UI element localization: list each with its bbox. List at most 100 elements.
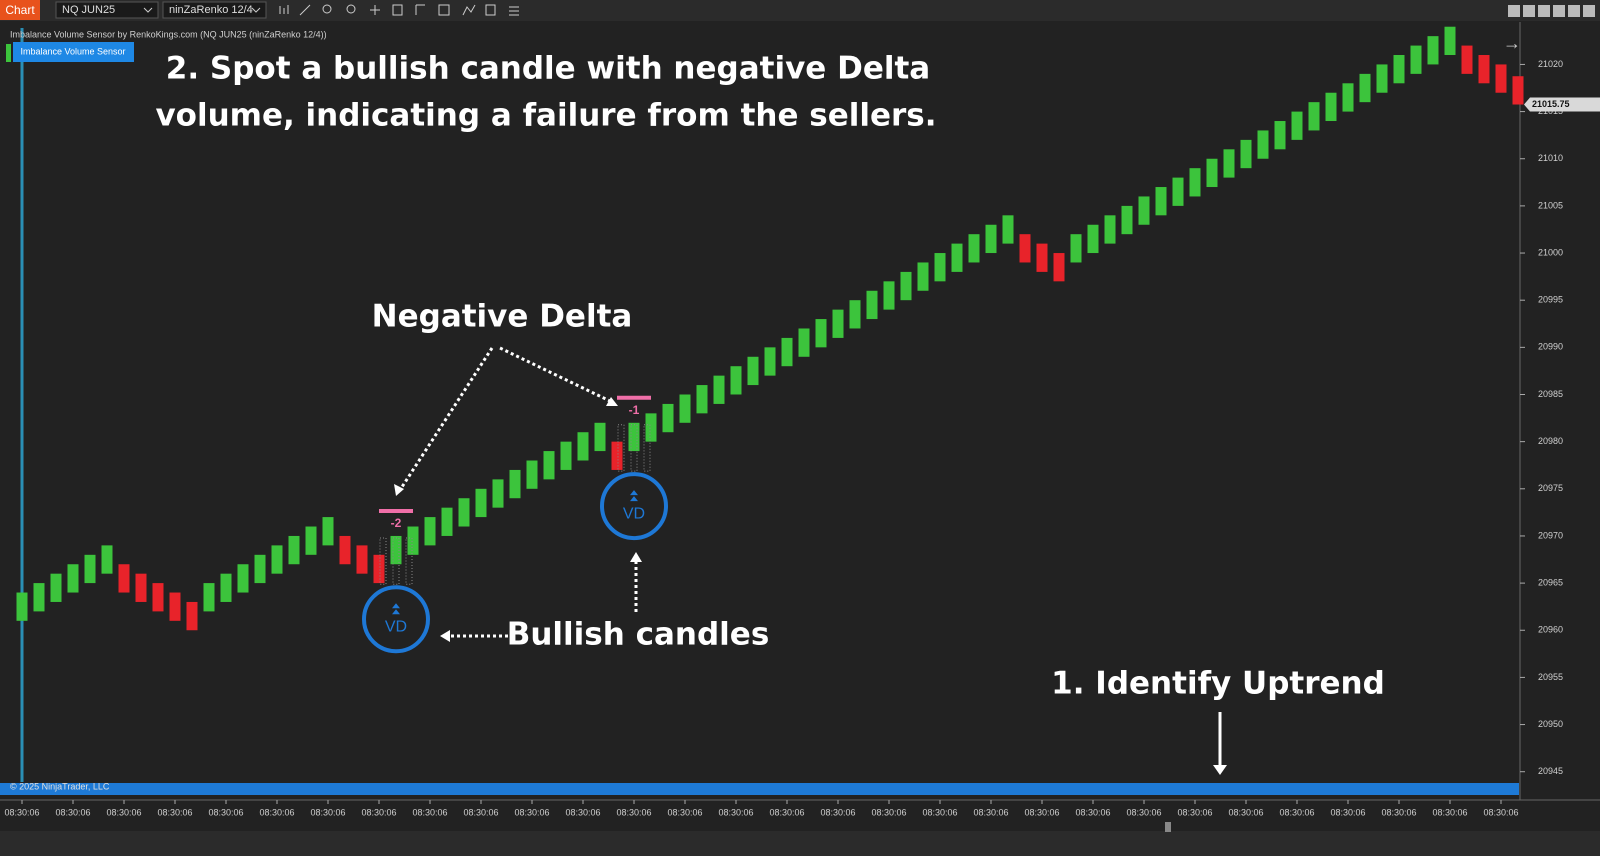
candle-body [1257,130,1269,159]
candle-body [288,535,300,565]
volume-ladder [617,424,625,472]
candle-body [1308,102,1320,131]
x-tick-label: 08:30:06 [565,807,600,817]
last-price-label: 21015.75 [1532,99,1570,109]
candle-body [849,300,861,329]
x-tick-label: 08:30:06 [259,807,294,817]
candle-body [1478,55,1490,84]
bar-type-label: ninZaRenko 12/4 [169,4,253,16]
x-tick-label: 08:30:06 [361,807,396,817]
scroll-arrow[interactable]: → [1503,33,1521,53]
candle-body [356,545,368,574]
candle-body [781,337,793,367]
candle-body [458,498,470,527]
candle-body [560,441,572,470]
x-tick-label: 08:30:06 [412,807,447,817]
candle-body [169,592,181,621]
arrowhead [1213,765,1227,775]
candle-body [135,573,147,602]
candle-body [900,271,912,301]
y-tick-label: 20985 [1538,389,1563,399]
y-tick-label: 20960 [1538,625,1563,635]
indicator-flag [6,44,11,62]
window-controls[interactable] [1508,5,1595,17]
volume-ladder [392,537,400,585]
candle-body [730,366,742,395]
candle-body [33,583,45,612]
annotation-arrows [398,346,638,638]
candle-body [254,554,266,584]
candle-body [526,460,538,489]
x-tick-label: 08:30:06 [1330,807,1365,817]
annotation: volume, indicating a failure from the se… [155,98,936,134]
candle-body [985,224,997,254]
scrollbar-thumb[interactable] [1165,822,1171,832]
candle-body [1342,83,1354,112]
candle-body [1053,253,1065,282]
candle-body [1002,215,1014,244]
session-bar [0,783,1519,795]
volume-ladder [630,424,638,472]
candle-body [543,451,555,480]
candle-body [1019,234,1031,263]
x-tick-label: 08:30:06 [310,807,345,817]
candle-body [50,573,62,602]
bar-type-select[interactable] [162,1,267,19]
annotation: 1. Identify Uptrend [1051,666,1385,702]
x-tick-label: 08:30:06 [973,807,1008,817]
candle-body [1070,234,1082,263]
toolbar-icons[interactable] [279,4,519,16]
candle-body [917,262,929,291]
candle-body [1393,55,1405,84]
dropdown-arrow [143,7,153,13]
x-tick-label: 08:30:06 [208,807,243,817]
candle-body [1155,187,1167,216]
candle-body [594,422,606,452]
x-tick-label: 08:30:06 [820,807,855,817]
candle-body [815,319,827,348]
candle-body [1376,64,1388,93]
candle-body [1104,215,1116,244]
vd-icon [392,603,400,615]
candle-body [407,526,419,555]
x-tick-label: 08:30:06 [106,807,141,817]
candle-body [1410,45,1422,74]
x-tick-label: 08:30:06 [616,807,651,817]
y-tick-label: 21010 [1538,153,1563,163]
vd-label: VD [623,505,645,522]
x-tick-label: 08:30:06 [157,807,192,817]
candle-body [968,234,980,263]
y-tick-label: 20975 [1538,483,1563,493]
candle-body [951,243,963,272]
annotation: Negative Delta [372,299,633,335]
y-tick-label: 21005 [1538,200,1563,210]
candle-body [305,526,317,555]
delta-label: -2 [391,516,402,530]
y-tick-label: 20945 [1538,766,1563,776]
candle-body [679,394,691,423]
volume-ladder [405,537,413,585]
chart-tab[interactable] [0,0,40,20]
x-tick-label: 08:30:06 [1432,807,1467,817]
candle-body [747,356,759,386]
candle-body [1461,45,1473,74]
x-tick-label: 08:30:06 [1279,807,1314,817]
candle-body [373,554,385,584]
candle-body [1121,205,1133,235]
vd-circle [600,472,668,541]
instrument-select[interactable] [55,1,159,19]
x-tick-label: 08:30:06 [55,807,90,817]
copyright: © 2025 NinjaTrader, LLC [10,781,110,791]
candle-body [713,375,725,404]
annotation: 2. Spot a bullish candle with negative D… [166,51,930,87]
indicator-button[interactable] [13,42,134,62]
candle-body [509,469,521,499]
candle-body [203,583,215,612]
candle-body [1325,92,1337,122]
x-tick-label: 08:30:06 [1381,807,1416,817]
annotation: Bullish candles [507,617,770,653]
candle-body [1036,243,1048,272]
x-tick-label: 08:30:06 [667,807,702,817]
candle-body [883,281,895,310]
candle-body [1172,177,1184,206]
